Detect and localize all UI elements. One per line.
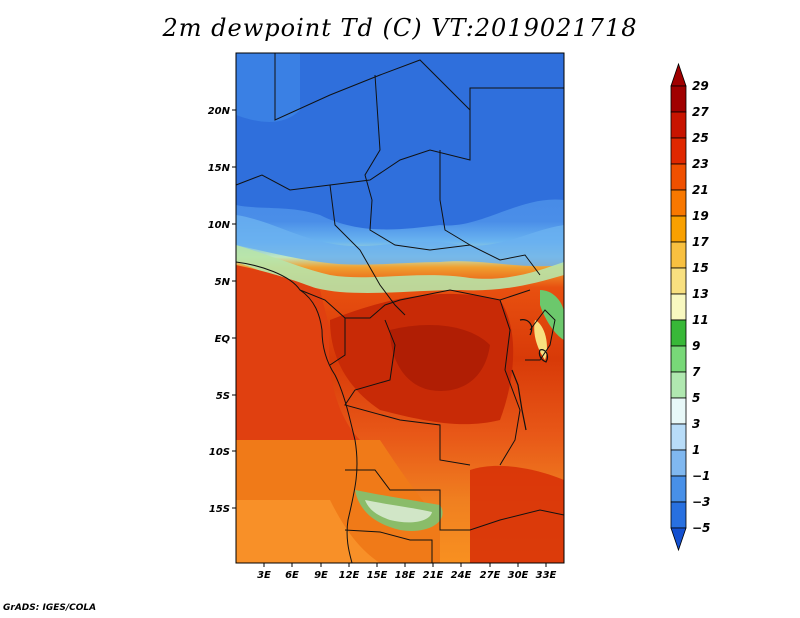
colorbar-swatch xyxy=(670,241,687,269)
colorbar: 29 27 25 23 21 19 17 15 13 11 9 7 5 3 1 … xyxy=(670,62,710,552)
lat-tick-label: 10N xyxy=(208,220,231,231)
colorbar-swatch xyxy=(670,345,687,373)
colorbar-labels: 29 27 25 23 21 19 17 15 13 11 9 7 5 3 1 … xyxy=(692,79,710,535)
colorbar-swatch xyxy=(670,449,687,477)
colorbar-swatch xyxy=(670,137,687,165)
colorbar-swatch xyxy=(670,163,687,191)
colorbar-label: 21 xyxy=(692,183,709,197)
grads-credit: GrADS: IGES/COLA xyxy=(3,603,97,613)
lon-tick-label: 27E xyxy=(480,570,501,581)
colorbar-label: 27 xyxy=(692,105,709,119)
colorbar-swatch xyxy=(670,111,687,139)
colorbar-top-arrow xyxy=(670,62,687,87)
lon-tick-label: 18E xyxy=(395,570,416,581)
colorbar-label: 9 xyxy=(692,339,700,353)
colorbar-label: 5 xyxy=(692,391,700,405)
colorbar-swatch xyxy=(670,85,687,113)
map-title: 2m dewpoint Td (C) VT:2019021718 xyxy=(162,14,638,42)
lon-tick-label: 12E xyxy=(339,570,360,581)
lon-tick-label: 9E xyxy=(314,570,328,581)
colorbar-swatch xyxy=(670,423,687,451)
colorbar-label: 25 xyxy=(692,131,709,145)
lon-tick-label: 21E xyxy=(423,570,444,581)
colorbar-swatch xyxy=(670,267,687,295)
lat-tick-label: EQ xyxy=(215,334,231,345)
lon-tick-label: 30E xyxy=(508,570,529,581)
lat-tick-label: 15S xyxy=(209,504,230,515)
colorbar-label: 7 xyxy=(692,365,701,379)
lon-axis: 3E 6E 9E 12E 15E 18E 21E 24E 27E 30E 33E xyxy=(257,563,557,581)
colorbar-swatches xyxy=(670,62,687,552)
map-plot-area xyxy=(235,52,565,564)
colorbar-label: 29 xyxy=(692,79,709,93)
colorbar-label: −3 xyxy=(692,495,710,509)
colorbar-swatch xyxy=(670,397,687,425)
lon-tick-label: 3E xyxy=(257,570,271,581)
lon-tick-label: 15E xyxy=(367,570,388,581)
lon-tick-label: 33E xyxy=(536,570,557,581)
colorbar-label: −1 xyxy=(692,469,710,483)
colorbar-swatch xyxy=(670,293,687,321)
colorbar-swatch xyxy=(670,319,687,347)
colorbar-swatch xyxy=(670,215,687,243)
colorbar-swatch xyxy=(670,475,687,503)
colorbar-label: 3 xyxy=(692,417,700,431)
colorbar-label: −5 xyxy=(692,521,710,535)
lat-tick-label: 15N xyxy=(208,163,231,174)
colorbar-label: 17 xyxy=(692,235,709,249)
lat-axis: 20N 15N 10N 5N EQ 5S 10S 15S xyxy=(208,106,236,515)
lat-tick-label: 5N xyxy=(215,277,231,288)
lat-tick-label: 5S xyxy=(216,391,230,402)
colorbar-label: 1 xyxy=(692,443,700,457)
colorbar-label: 11 xyxy=(692,313,709,327)
lat-tick-label: 10S xyxy=(209,447,230,458)
colorbar-label: 23 xyxy=(692,157,709,171)
lon-tick-label: 6E xyxy=(285,570,299,581)
colorbar-swatch xyxy=(670,501,687,529)
colorbar-bottom-arrow xyxy=(670,527,687,552)
colorbar-swatch xyxy=(670,189,687,217)
lon-tick-label: 24E xyxy=(451,570,472,581)
colorbar-swatch xyxy=(670,371,687,399)
lat-tick-label: 20N xyxy=(208,106,231,117)
colorbar-label: 15 xyxy=(692,261,709,275)
colorbar-label: 13 xyxy=(692,287,709,301)
colorbar-label: 19 xyxy=(692,209,709,223)
